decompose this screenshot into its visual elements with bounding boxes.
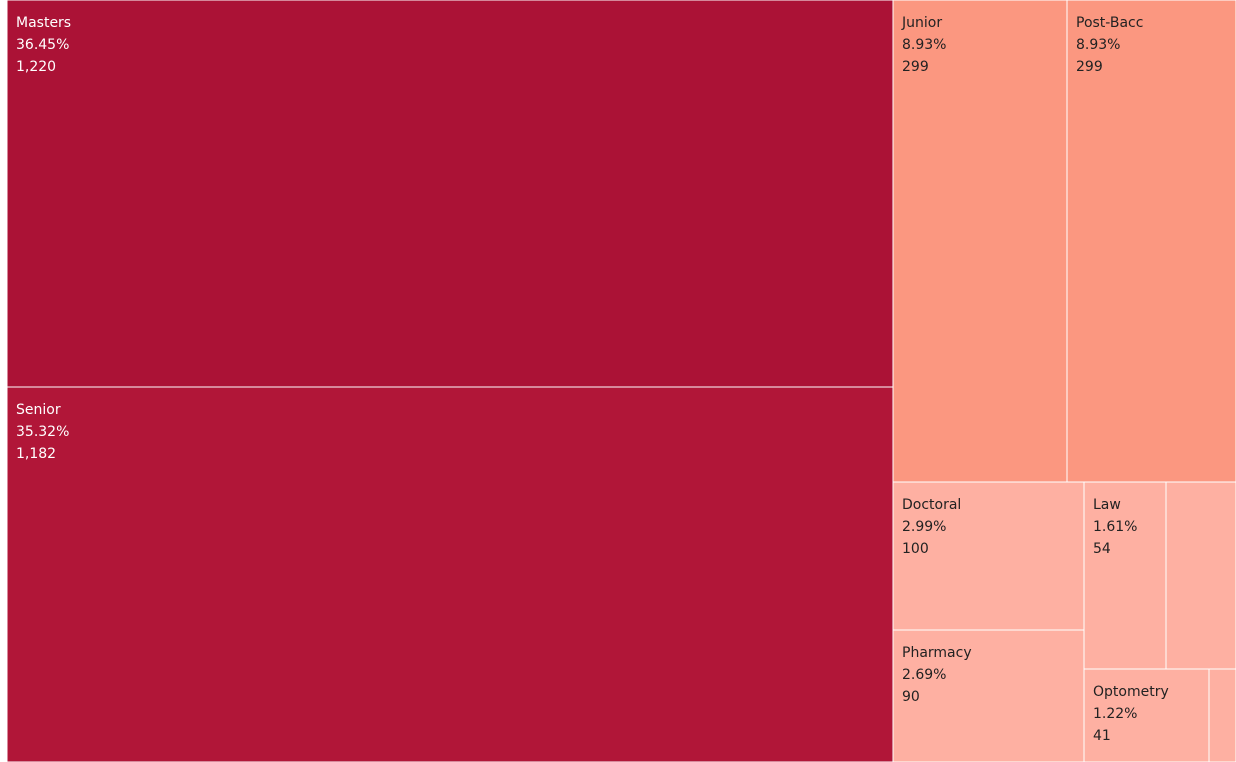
treemap-tile-masters[interactable]: Masters 36.45% 1,220 bbox=[6, 0, 894, 388]
tile-rect bbox=[6, 386, 894, 762]
tile-rect bbox=[1083, 481, 1167, 670]
tile-rect bbox=[1066, 0, 1236, 483]
tile-label: Doctoral bbox=[902, 497, 961, 513]
treemap-tile-unlabeled-b[interactable] bbox=[1208, 668, 1236, 762]
treemap-tile-post-bacc[interactable]: Post-Bacc 8.93% 299 bbox=[1066, 0, 1236, 483]
treemap-tile-unlabeled-a[interactable] bbox=[1165, 481, 1236, 670]
tile-count: 100 bbox=[902, 541, 929, 557]
treemap-tile-junior[interactable]: Junior 8.93% 299 bbox=[892, 0, 1068, 483]
tile-rect bbox=[1083, 668, 1210, 762]
tile-label: Junior bbox=[901, 15, 942, 31]
tile-percent: 2.99% bbox=[902, 519, 946, 535]
tile-rect bbox=[1208, 668, 1236, 762]
tile-percent: 2.69% bbox=[902, 667, 946, 683]
tile-count: 90 bbox=[902, 689, 920, 705]
tile-rect bbox=[6, 0, 894, 388]
tile-label: Pharmacy bbox=[902, 645, 972, 661]
tile-count: 41 bbox=[1093, 728, 1111, 744]
tile-percent: 1.22% bbox=[1093, 706, 1137, 722]
tile-label: Optometry bbox=[1093, 684, 1169, 700]
treemap-tile-doctoral[interactable]: Doctoral 2.99% 100 bbox=[892, 481, 1085, 631]
tile-label: Masters bbox=[16, 15, 71, 31]
treemap-tile-senior[interactable]: Senior 35.32% 1,182 bbox=[6, 386, 894, 762]
tile-rect bbox=[892, 629, 1085, 762]
tile-percent: 1.61% bbox=[1093, 519, 1137, 535]
tile-percent: 36.45% bbox=[16, 37, 69, 53]
treemap-tile-pharmacy[interactable]: Pharmacy 2.69% 90 bbox=[892, 629, 1085, 762]
treemap-tile-law[interactable]: Law 1.61% 54 bbox=[1083, 481, 1167, 670]
tile-label: Senior bbox=[16, 402, 61, 418]
tile-rect bbox=[892, 0, 1068, 483]
tile-rect bbox=[1165, 481, 1236, 670]
tile-count: 1,220 bbox=[16, 59, 56, 75]
treemap-tile-optometry[interactable]: Optometry 1.22% 41 bbox=[1083, 668, 1210, 762]
tile-count: 299 bbox=[1076, 59, 1103, 75]
tile-count: 299 bbox=[902, 59, 929, 75]
tile-count: 54 bbox=[1093, 541, 1111, 557]
tile-label: Law bbox=[1093, 497, 1121, 513]
tile-count: 1,182 bbox=[16, 446, 56, 462]
tile-percent: 8.93% bbox=[902, 37, 946, 53]
tile-percent: 8.93% bbox=[1076, 37, 1120, 53]
tile-percent: 35.32% bbox=[16, 424, 69, 440]
tile-label: Post-Bacc bbox=[1076, 15, 1143, 31]
